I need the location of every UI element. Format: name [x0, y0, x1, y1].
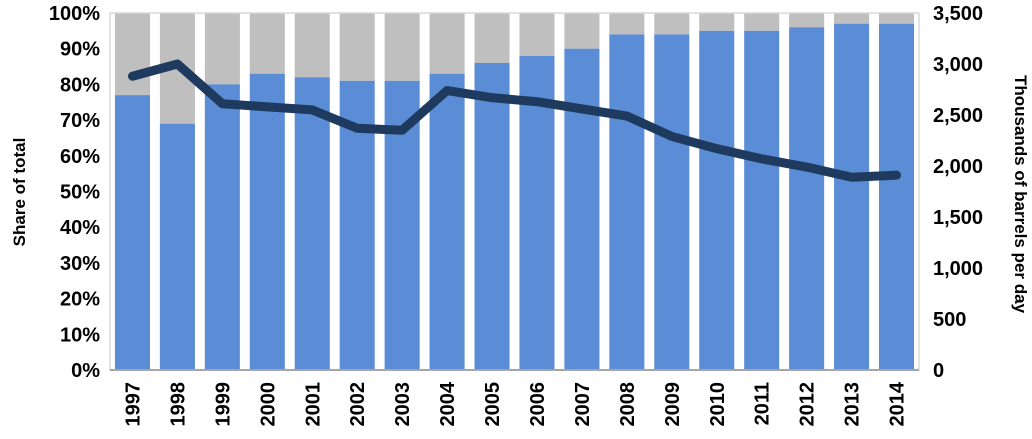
x-axis-tick-2014: 2014: [887, 381, 909, 426]
line-series-thousands-of-barrels-per-day: [127, 59, 902, 182]
bar-2007-blue-segment: [564, 48, 600, 370]
bar-2005-blue-segment: [474, 62, 510, 370]
left-axis-tick-10%: 10%: [60, 324, 100, 346]
x-axis-tick-1998: 1998: [167, 382, 189, 427]
right-axis-tick-0: 0: [933, 360, 944, 382]
bar-2012-blue-segment: [789, 27, 825, 371]
x-axis-tick-2002: 2002: [347, 382, 369, 427]
plot-area: [110, 13, 919, 370]
bar-2012-gray-segment: [789, 13, 825, 28]
bar-2003-gray-segment: [384, 13, 420, 81]
stacked-bars-layer: [114, 13, 915, 371]
bar-2007-gray-segment: [564, 13, 600, 49]
plot-background: [110, 13, 919, 370]
left-axis-tick-0%: 0%: [71, 360, 100, 382]
bar-2005-gray-segment: [474, 13, 510, 63]
x-axis-tick-2013: 2013: [842, 382, 864, 427]
x-axis-tick-2012: 2012: [797, 382, 819, 427]
right-axis-tick-3000: 3,000: [933, 54, 983, 76]
bar-2002-gray-segment: [339, 13, 375, 81]
bar-2001-blue-segment: [294, 77, 330, 370]
x-axis-tick-2010: 2010: [707, 382, 729, 427]
left-axis-title: Share of total: [10, 138, 29, 247]
x-axis-tick-2008: 2008: [617, 382, 639, 427]
x-axis-tick-2009: 2009: [662, 382, 684, 427]
bar-2010-blue-segment: [699, 30, 735, 370]
left-axis-tick-60%: 60%: [60, 146, 100, 168]
right-axis-tick-3500: 3,500: [933, 3, 983, 25]
bar-2000-gray-segment: [249, 13, 285, 74]
bar-2013-gray-segment: [834, 13, 870, 24]
bar-2014-gray-segment: [878, 13, 915, 24]
x-axis-tick-2005: 2005: [482, 382, 504, 427]
right-axis-tick-500: 500: [933, 309, 966, 331]
bar-1999-gray-segment: [204, 13, 240, 85]
bar-2004-blue-segment: [429, 73, 465, 370]
bar-2011-gray-segment: [744, 13, 780, 31]
x-axis-tick-2000: 2000: [257, 382, 279, 427]
bar-1997-blue-segment: [114, 95, 151, 371]
bar-2011-blue-segment: [744, 30, 780, 370]
bar-2004-gray-segment: [429, 13, 465, 74]
right-axis-tick-2000: 2,000: [933, 156, 983, 178]
bar-2009-blue-segment: [654, 34, 690, 371]
x-axis-tick-2006: 2006: [527, 382, 549, 427]
bar-1998-blue-segment: [159, 123, 195, 370]
left-axis-tick-70%: 70%: [60, 110, 100, 132]
bar-2001-gray-segment: [294, 13, 330, 78]
left-axis-tick-80%: 80%: [60, 74, 100, 96]
left-axis-tick-40%: 40%: [60, 217, 100, 239]
bar-1999-blue-segment: [204, 84, 240, 371]
x-axis-tick-2001: 2001: [302, 382, 324, 427]
left-axis-tick-90%: 90%: [60, 39, 100, 61]
secondary-axis-line-layer: [127, 59, 902, 182]
bar-2013-blue-segment: [834, 23, 870, 371]
axis-tick-labels-layer: 0% 10% 20% 30% 40% 50% 60% 70% 80% 90% 100% 0 500 1,0…: [49, 3, 983, 427]
left-axis-tick-50%: 50%: [60, 182, 100, 204]
x-axis-tick-1997: 1997: [122, 382, 144, 427]
bar-2010-gray-segment: [699, 13, 735, 31]
bar-2008-gray-segment: [609, 13, 645, 35]
bar-2009-gray-segment: [654, 13, 690, 35]
bar-2000-blue-segment: [249, 73, 285, 370]
bar-2006-blue-segment: [519, 55, 555, 371]
x-axis-tick-1999: 1999: [212, 382, 234, 427]
left-axis-tick-20%: 20%: [60, 289, 100, 311]
x-axis-tick-2007: 2007: [572, 382, 594, 427]
right-axis-tick-1000: 1,000: [933, 258, 983, 280]
x-axis-tick-2003: 2003: [392, 382, 414, 427]
plot-border-layer: [109, 12, 920, 371]
right-axis-tick-2500: 2,500: [933, 105, 983, 127]
left-axis-tick-30%: 30%: [60, 253, 100, 275]
x-axis-tick-2011: 2011: [752, 382, 774, 425]
bar-2014-blue-segment: [878, 23, 915, 371]
bar-2008-blue-segment: [609, 34, 645, 371]
right-axis-title: Thousands of barrels per day: [1011, 75, 1030, 314]
bar-2006-gray-segment: [519, 13, 555, 56]
right-axis-tick-1500: 1,500: [933, 207, 983, 229]
left-axis-tick-100%: 100%: [49, 3, 100, 25]
bar-1997-gray-segment: [114, 13, 151, 96]
x-axis-tick-2004: 2004: [437, 381, 459, 426]
